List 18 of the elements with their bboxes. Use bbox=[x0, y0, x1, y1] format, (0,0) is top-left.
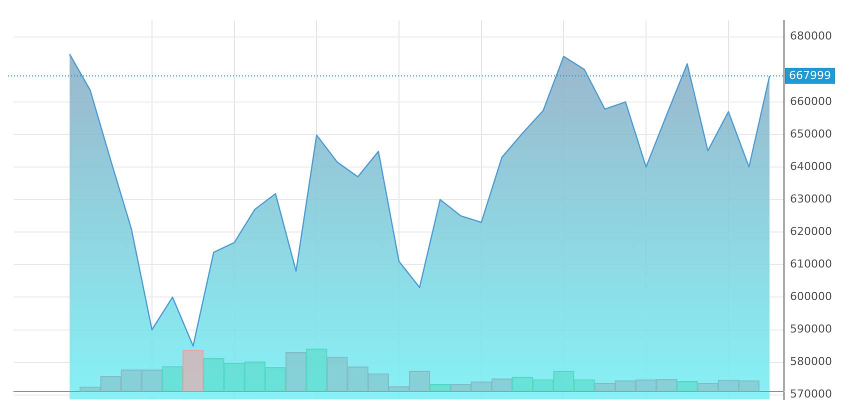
bar bbox=[676, 381, 698, 392]
bar bbox=[285, 352, 307, 392]
bar bbox=[430, 384, 451, 392]
y-tick-label: 600000 bbox=[790, 290, 832, 304]
y-tick-label: 650000 bbox=[790, 127, 832, 140]
y-tick-label: 620000 bbox=[790, 224, 832, 238]
y-tick-label: 610000 bbox=[790, 258, 832, 271]
ref-line-label: 667999 bbox=[789, 68, 831, 82]
y-tick-label: 640000 bbox=[790, 160, 832, 173]
y-tick-label: 630000 bbox=[790, 192, 832, 206]
y-tick-label: 590000 bbox=[790, 322, 832, 336]
bar bbox=[182, 350, 204, 392]
y-tick-label: 570000 bbox=[790, 388, 832, 401]
y-tick-label: 660000 bbox=[790, 94, 832, 108]
y-tick-label: 580000 bbox=[790, 355, 832, 368]
bar bbox=[306, 348, 328, 392]
bar bbox=[162, 366, 184, 392]
y-tick-label: 680000 bbox=[790, 30, 832, 43]
